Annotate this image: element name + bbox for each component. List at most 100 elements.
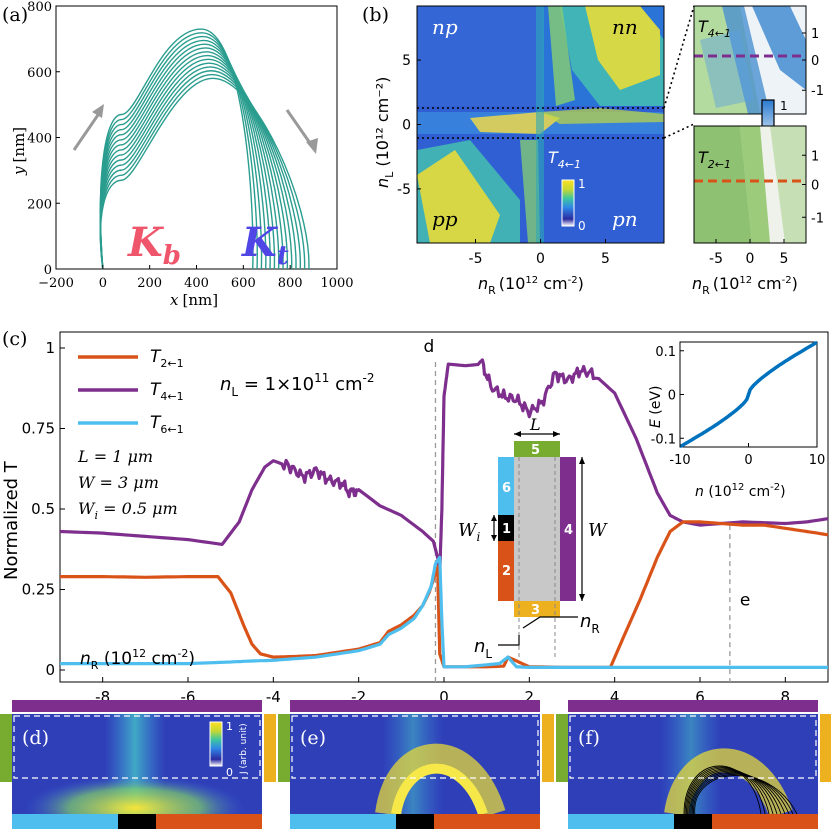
map-colorbar-label: J (arb. unit) (239, 723, 249, 775)
map-colorbar-max: 1 (226, 720, 233, 733)
trajectory-curve (99, 58, 288, 270)
inset-xticks: -10 0 10 (669, 443, 825, 468)
trajectory-overlay (687, 768, 774, 815)
panel-b-label: (b) (362, 4, 389, 26)
x-tick-label: 0 (439, 688, 449, 706)
x-tick-label: -5 (469, 251, 483, 267)
device-schematic: 5 3 6 1 2 4 L W Wi nL (458, 415, 608, 661)
current-map-e: (e) (278, 700, 554, 829)
Wi-label: Wi (458, 520, 481, 544)
bottom-lead-6 (568, 814, 674, 829)
trajectory-curve (99, 73, 306, 270)
y-tick-label: 800 (27, 0, 52, 15)
panel-b-ylabel: nL (10¹² cm⁻²) (373, 77, 396, 188)
x-tick-label: 8 (781, 688, 791, 706)
top-lead-bar (12, 700, 262, 712)
lead-4-label: 4 (564, 523, 573, 538)
side-colorbar-max: 1 (780, 99, 788, 113)
panel-a-ylabel: y[nm] (10, 127, 28, 176)
current-arc-core (391, 763, 488, 816)
nl-annotation: nL = 1×1011 cm-2 (220, 371, 374, 399)
trajectory-curve (99, 47, 276, 270)
current-arc (664, 748, 793, 819)
lead-6 (498, 457, 514, 515)
current-maps: (d) 1 0 J (arb. unit) (e) (f) (0, 700, 831, 829)
x-tick-label: 2 (525, 688, 535, 706)
panel-b-yticks: 5 0 -5 (397, 53, 421, 198)
panel-b: (b) np nn pp pn T4←1 1 (362, 4, 824, 297)
colorbar (561, 179, 575, 227)
bottom-lead-1 (118, 814, 156, 829)
bottom-lead-2 (712, 814, 818, 829)
map-dashed-frame (569, 715, 817, 779)
legend-label-t61: T6←1 (150, 413, 184, 436)
marker-e-label: e (740, 591, 750, 611)
nl-device-label: nL (474, 636, 492, 661)
y-tick-label: 200 (27, 197, 52, 212)
inset-y-tick-label: 0.1 (655, 345, 676, 360)
y-tick-label: 1 (45, 339, 55, 357)
side-top-title: T4←1 (698, 17, 731, 40)
param-Wi: Wi = 0.5 μm (78, 499, 178, 522)
quadrant-pp: pp (432, 207, 458, 231)
right-lead-bar (820, 714, 831, 782)
panel-c-ylabel: Normalized T (1, 460, 22, 580)
y-tick-label: 5 (402, 53, 411, 69)
x-tick-label: 800 (278, 276, 303, 291)
quadrant-pn: pn (612, 207, 638, 231)
param-L: L = 1 μm (77, 447, 153, 466)
trajectory-overlay (690, 771, 786, 815)
inset-curve (679, 341, 818, 448)
side-y-tick-label: 1 (811, 27, 819, 42)
left-lead-bar (556, 714, 568, 782)
panel-c-yticks: 0 0.25 0.5 0.75 1 (22, 339, 65, 679)
legend-label-t21: T2←1 (150, 347, 184, 370)
lead-1-label: 1 (502, 522, 511, 537)
side-yticks: 1 0 -1 1 0 -1 (802, 27, 824, 226)
x-tick-label: 5 (601, 251, 610, 267)
series-t41-line (59, 358, 829, 576)
trajectory-curve (99, 77, 310, 270)
lead-5-label: 5 (531, 443, 540, 458)
series-t21-line (60, 520, 829, 670)
x-tick-label: 6 (695, 688, 705, 706)
side-y-tick-label: 0 (811, 54, 819, 69)
trajectory-group (99, 28, 310, 270)
trajectory-overlay (691, 772, 790, 815)
side-x-tick-label: 5 (780, 251, 789, 267)
side-y-tick-label: -1 (811, 84, 824, 99)
inset-y-tick-label: 0 (668, 389, 676, 404)
trajectory-curve (99, 35, 263, 270)
inset-x-tick-label: 10 (809, 453, 826, 468)
up-arrow-head-icon (92, 104, 104, 118)
trajectory-curve (99, 39, 267, 270)
x-tick-label: 1000 (320, 276, 353, 291)
lead-3-label: 3 (531, 603, 540, 618)
lead-3 (514, 601, 560, 617)
lead-1 (498, 515, 514, 541)
trajectory-overlay (693, 773, 794, 815)
map-label: (e) (300, 727, 326, 749)
map-dashed-frame (291, 715, 539, 779)
map-colorbar-min: 0 (226, 766, 233, 779)
x-tick-label: −200 (38, 276, 74, 291)
panel-c: (c) 00.250.50.751 -8 -6 -4 -2 0 2 4 6 8 Normaliz… (1, 328, 829, 706)
map-colorbar (209, 721, 223, 767)
side-x-tick-label: -5 (709, 251, 723, 267)
trajectory-curve (99, 62, 293, 270)
colorbar-min: 0 (578, 219, 586, 233)
side-y-tick-label: 0 (811, 179, 819, 194)
kt-label: Kt (241, 219, 289, 271)
series-t61-line (60, 555, 828, 670)
top-lead-bar (290, 700, 540, 712)
trajectory-curve (99, 70, 301, 270)
x-tick-label: 0 (536, 251, 545, 267)
panel-a-label: (a) (2, 4, 28, 26)
left-lead-bar (278, 714, 290, 782)
quadrant-np: np (432, 15, 458, 39)
map-label: (d) (22, 727, 49, 749)
trajectory-curve (99, 43, 271, 270)
trajectory-overlay (684, 766, 766, 815)
inset-x-tick-label: 0 (744, 453, 752, 468)
lead-5 (514, 441, 560, 457)
